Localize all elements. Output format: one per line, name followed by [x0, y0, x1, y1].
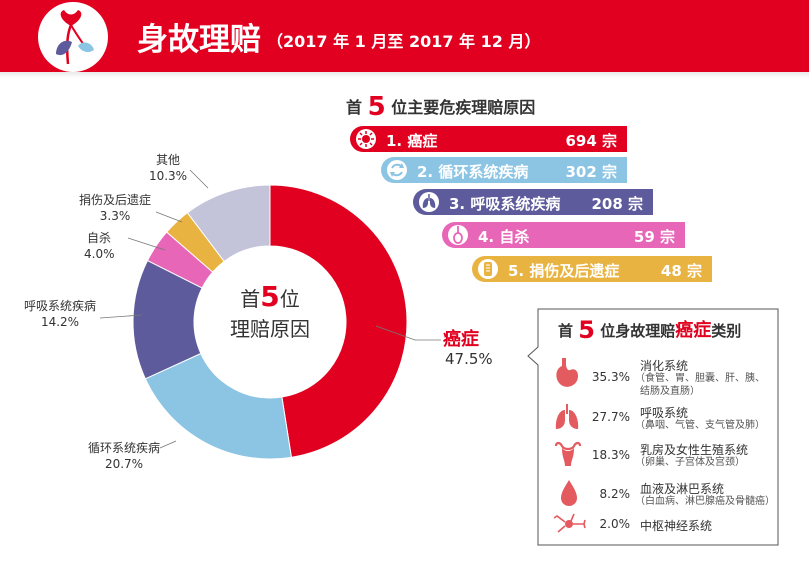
leader-line-suicide — [127, 237, 166, 251]
flower-logo-icon — [56, 10, 94, 65]
top5-value: 48 宗 — [660, 262, 702, 280]
top5-label: 5. 捐伤及后遗症 — [508, 262, 620, 280]
top5-heading: 首 5 位主要危疾理赔原因 — [346, 92, 535, 122]
cancer-type-sub: （鼻咽、气管、支气管及肺） — [635, 420, 765, 431]
cancer-panel-title: 首 5 位身故理赔癌症类别 — [558, 316, 741, 344]
cancer-title-red: 癌症 — [675, 320, 712, 341]
slice-pct: 3.3% — [99, 209, 131, 223]
donut-center-pre: 首 — [240, 287, 261, 311]
slice-pct: 4.0% — [84, 247, 115, 261]
top5-label: 3. 呼吸系统疾病 — [449, 195, 561, 213]
top5-bar-suicide: 4. 自杀 59 宗 — [442, 222, 685, 248]
donut-center-line2: 理赔原因 — [230, 317, 310, 341]
header-shadow — [0, 72, 809, 78]
cancer-title-pre: 首 — [558, 322, 574, 340]
stomach-icon — [556, 358, 578, 387]
cancer-type-sub: （白血病、淋巴腺癌及骨髓癌） — [635, 496, 775, 507]
top5-value: 302 宗 — [565, 163, 617, 181]
cancer-type-name: 中枢神经系统 — [640, 519, 713, 533]
lungs-icon — [419, 192, 439, 212]
top5-value: 59 宗 — [633, 228, 675, 246]
slice-pct: 20.7% — [104, 457, 144, 471]
cancer-cell-icon — [356, 129, 376, 149]
cancer-type-sub: （食管、胃、胆囊、肝、胰、 — [635, 373, 765, 384]
top5-label: 2. 循环系统疾病 — [417, 163, 529, 181]
uterus-icon — [554, 441, 582, 466]
slice-name: 循环系统疾病 — [87, 441, 160, 455]
page-title: 身故理赔 — [137, 22, 261, 58]
donut-center-label: 首5位 理赔原因 — [205, 282, 335, 344]
slice-name: 捐伤及后遗症 — [78, 193, 151, 207]
slice-label-cancer: 癌症 — [443, 329, 479, 350]
cancer-type-pct: 35.3% — [591, 370, 630, 384]
slice-label-other: 其他 10.3% — [148, 152, 188, 184]
top5-value: 208 宗 — [591, 195, 643, 213]
cancer-type-pct: 2.0% — [599, 517, 631, 531]
cancer-type-sub: （卵巢、子宫体及宫颈） — [635, 457, 745, 468]
cancer-type-name: 呼吸系统 — [640, 406, 689, 420]
top5-value: 694 宗 — [565, 132, 617, 150]
logo-badge — [38, 2, 108, 72]
cancer-title-mid: 位身故理赔 — [600, 322, 676, 340]
top5-heading-post: 位主要危疾理赔原因 — [391, 98, 536, 117]
circulation-arrows-icon — [387, 160, 407, 180]
cancer-title-num: 5 — [578, 316, 595, 344]
cancer-type-sub2: 结肠及直肠） — [640, 386, 700, 397]
top5-bar-injury: 5. 捐伤及后遗症 48 宗 — [472, 256, 712, 282]
slice-pct: 10.3% — [148, 169, 188, 183]
neuron-icon — [553, 513, 586, 533]
slice-circulatory — [144, 352, 293, 460]
slice-name: 呼吸系统疾病 — [23, 299, 96, 313]
slice-name: 自杀 — [86, 231, 111, 245]
donut-center-num: 5 — [260, 280, 280, 313]
leader-line-respiratory — [99, 314, 143, 319]
leader-line-circulatory — [159, 440, 177, 449]
cancer-type-pct: 8.2% — [599, 487, 631, 501]
page-subtitle: （2017 年 1 月至 2017 年 12 月） — [267, 32, 541, 51]
leader-line-other — [189, 169, 209, 189]
cancer-type-pct: 27.7% — [591, 410, 630, 424]
top5-bar-respiratory: 3. 呼吸系统疾病 208 宗 — [413, 189, 653, 215]
cancer-type-name: 血液及淋巴系统 — [640, 482, 725, 496]
top5-bar-cancer: 1. 癌症 694 宗 — [350, 126, 627, 152]
cancer-title-post: 类别 — [711, 322, 742, 340]
slice-other — [186, 184, 271, 263]
slice-cancer — [269, 184, 408, 458]
top5-bar-circulatory: 2. 循环系统疾病 302 宗 — [381, 157, 627, 183]
donut-center-post: 位 — [279, 287, 300, 311]
slice-label-suicide: 自杀 4.0% — [84, 230, 115, 262]
top5-heading-pre: 首 — [346, 98, 363, 117]
top5-label: 1. 癌症 — [386, 132, 438, 150]
noose-icon — [448, 225, 468, 245]
slice-pct-cancer: 47.5% — [445, 350, 493, 368]
top5-label: 4. 自杀 — [478, 228, 530, 246]
bandage-icon — [478, 259, 498, 279]
slice-label-circulatory: 循环系统疾病 20.7% — [78, 440, 170, 472]
slice-name: 其他 — [155, 153, 180, 167]
slice-label-respiratory: 呼吸系统疾病 14.2% — [22, 298, 98, 330]
leader-line-injury — [155, 211, 183, 223]
cancer-type-name: 消化系统 — [640, 359, 689, 373]
leader-line-cancer — [375, 325, 441, 341]
header-bar — [0, 0, 809, 72]
cancer-type-name: 乳房及女性生殖系统 — [640, 443, 749, 457]
top5-heading-num: 5 — [367, 92, 386, 122]
lungs-organ-icon — [555, 404, 579, 429]
blood-drop-icon — [561, 480, 577, 506]
leader-lines — [99, 169, 441, 449]
slice-pct: 14.2% — [40, 315, 80, 329]
cancer-type-pct: 18.3% — [591, 448, 630, 462]
slice-label-injury: 捐伤及后遗症 3.3% — [75, 192, 155, 224]
